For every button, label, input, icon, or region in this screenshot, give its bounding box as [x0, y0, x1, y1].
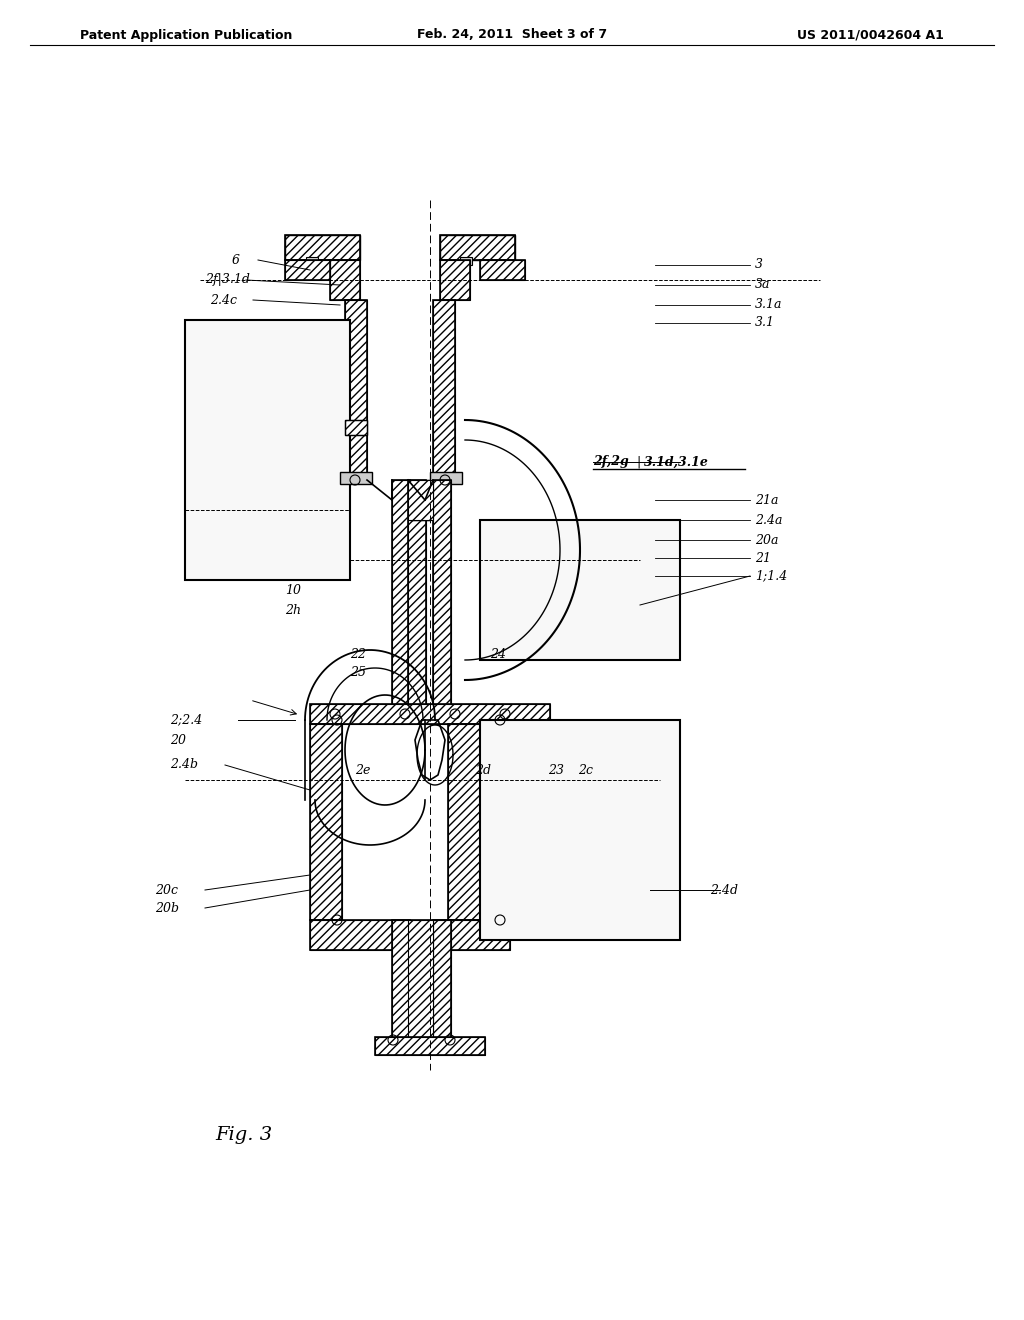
Bar	[185, 319, 350, 579]
Bar	[440, 260, 470, 300]
Bar	[433, 480, 451, 719]
Text: 24: 24	[490, 648, 506, 661]
Bar	[480, 719, 680, 940]
Bar	[285, 235, 360, 260]
Bar	[310, 723, 342, 920]
Bar	[345, 300, 367, 480]
Text: 3.1: 3.1	[755, 317, 775, 330]
Text: Patent Application Publication: Patent Application Publication	[80, 29, 293, 41]
Text: 21: 21	[755, 552, 771, 565]
Text: 1;1.4: 1;1.4	[755, 569, 787, 582]
Bar	[345, 420, 367, 436]
Bar	[392, 480, 410, 719]
Bar	[392, 480, 410, 719]
Text: 2.4d: 2.4d	[710, 883, 738, 896]
Text: 2;2.4: 2;2.4	[170, 714, 203, 726]
Bar	[410, 480, 430, 520]
Text: 20c: 20c	[155, 883, 178, 896]
Bar	[408, 480, 426, 719]
Bar	[449, 723, 480, 920]
Text: 2f|3.1d: 2f|3.1d	[205, 273, 250, 286]
Bar	[340, 473, 372, 484]
Bar	[449, 723, 480, 920]
Text: 2c: 2c	[578, 763, 593, 776]
Bar	[440, 235, 515, 260]
Bar	[480, 520, 680, 660]
Text: 23: 23	[548, 763, 564, 776]
Bar	[480, 260, 525, 280]
Bar	[433, 300, 455, 480]
Text: 6: 6	[232, 253, 240, 267]
Text: 2f,2g: 2f,2g	[593, 455, 629, 469]
Bar	[408, 920, 433, 1040]
Text: 2d: 2d	[475, 763, 490, 776]
Text: 20: 20	[170, 734, 186, 747]
Text: 2h: 2h	[285, 603, 301, 616]
Text: 3.1d,3.1e: 3.1d,3.1e	[644, 455, 709, 469]
Text: Feb. 24, 2011  Sheet 3 of 7: Feb. 24, 2011 Sheet 3 of 7	[417, 29, 607, 41]
Bar	[440, 235, 515, 260]
Bar	[433, 920, 451, 1040]
Bar	[410, 480, 430, 520]
Bar	[375, 1038, 485, 1055]
Bar	[408, 480, 433, 520]
Text: 3.1a: 3.1a	[755, 298, 782, 312]
Bar	[310, 704, 550, 723]
Bar	[285, 260, 330, 280]
Text: 2.4c: 2.4c	[210, 293, 237, 306]
Text: 3a: 3a	[755, 279, 770, 292]
Text: 20b: 20b	[155, 902, 179, 915]
Bar	[408, 480, 426, 719]
Bar	[480, 260, 525, 280]
Bar	[310, 723, 342, 920]
Bar	[285, 235, 360, 260]
Bar	[440, 260, 470, 300]
Bar	[430, 473, 462, 484]
Bar	[433, 300, 455, 480]
Bar	[460, 257, 472, 265]
Bar	[285, 260, 330, 280]
Text: 2.4b: 2.4b	[170, 759, 198, 771]
Bar	[310, 920, 510, 950]
Text: Fig. 3: Fig. 3	[215, 1126, 272, 1144]
Bar	[375, 1038, 485, 1055]
Text: 10: 10	[285, 583, 301, 597]
Text: 2e: 2e	[355, 763, 371, 776]
Bar	[392, 920, 410, 1040]
Text: 25: 25	[350, 665, 366, 678]
Text: US 2011/0042604 A1: US 2011/0042604 A1	[797, 29, 944, 41]
Bar	[330, 260, 360, 300]
Bar	[392, 920, 410, 1040]
Text: 2.4a: 2.4a	[755, 513, 782, 527]
Bar	[433, 920, 451, 1040]
Text: |: |	[636, 455, 640, 469]
Text: 3: 3	[755, 259, 763, 272]
Bar	[310, 920, 510, 950]
Text: 21a: 21a	[755, 494, 778, 507]
Bar	[330, 260, 360, 300]
Bar	[306, 257, 318, 265]
Text: 20a: 20a	[755, 533, 778, 546]
Bar	[345, 420, 367, 436]
Bar	[433, 480, 451, 719]
Bar	[310, 704, 550, 723]
Text: 22: 22	[350, 648, 366, 661]
Bar	[345, 300, 367, 480]
